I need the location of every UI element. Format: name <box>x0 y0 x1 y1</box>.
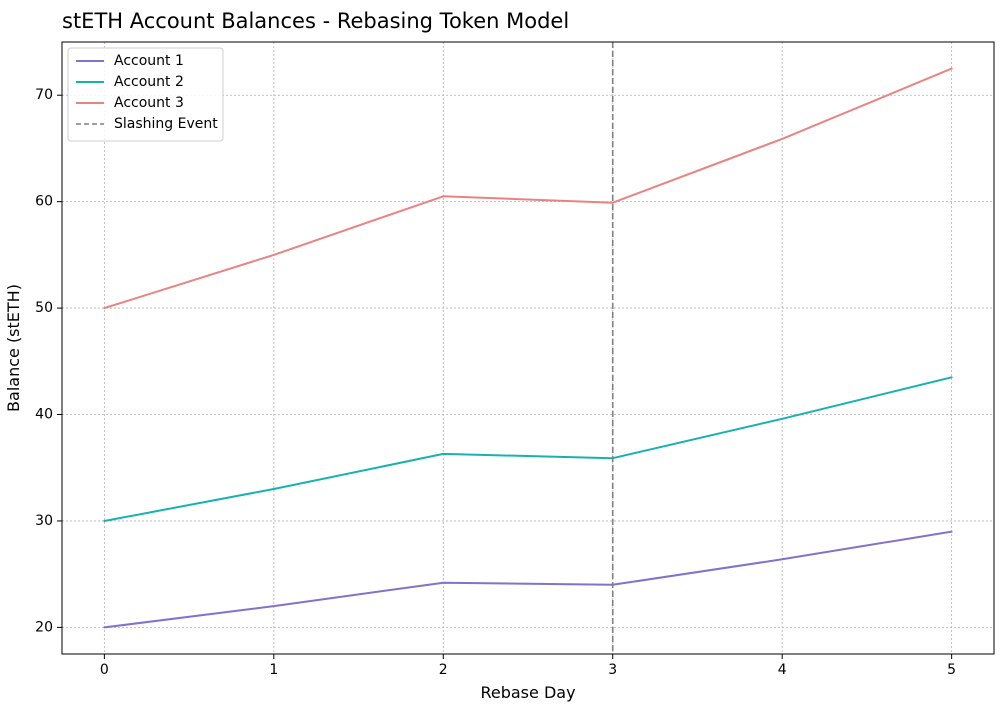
legend-item-label: Slashing Event <box>114 116 218 132</box>
x-tick-label: 4 <box>778 662 787 678</box>
legend-box <box>67 47 224 142</box>
legend-item-label: Account 1 <box>114 53 184 69</box>
x-tick-label: 5 <box>947 662 956 678</box>
series-lines <box>103 67 953 629</box>
y-tick-label: 20 <box>35 619 53 635</box>
legend-item-label: Account 3 <box>114 95 184 111</box>
legend: Account 1 Account 2 Account 3 Slashing Even… <box>67 47 224 142</box>
y-tick-label: 60 <box>35 194 53 210</box>
x-axis-label: Rebase Day <box>480 683 575 702</box>
chart-title: stETH Account Balances - Rebasing Token … <box>62 9 569 33</box>
y-tick-label: 50 <box>35 300 53 316</box>
x-tick-label: 1 <box>269 662 278 678</box>
series-line-account-3 <box>103 67 953 310</box>
y-axis-ticks: 20 30 40 50 60 70 <box>35 87 62 635</box>
grid <box>62 42 994 654</box>
x-tick-label: 2 <box>439 662 448 678</box>
y-axis-label: Balance (stETH) <box>4 284 23 412</box>
x-tick-label: 0 <box>100 662 109 678</box>
legend-item-label: Account 2 <box>114 74 184 90</box>
plot-area-frame <box>61 41 995 655</box>
series-line-account-1 <box>103 530 953 629</box>
y-tick-label: 30 <box>35 513 53 529</box>
series-line-account-2 <box>103 376 953 522</box>
x-tick-label: 3 <box>608 662 617 678</box>
y-tick-label: 40 <box>35 407 53 423</box>
y-tick-label: 70 <box>35 87 53 103</box>
x-axis-ticks: 0 1 2 3 4 5 <box>100 654 956 678</box>
